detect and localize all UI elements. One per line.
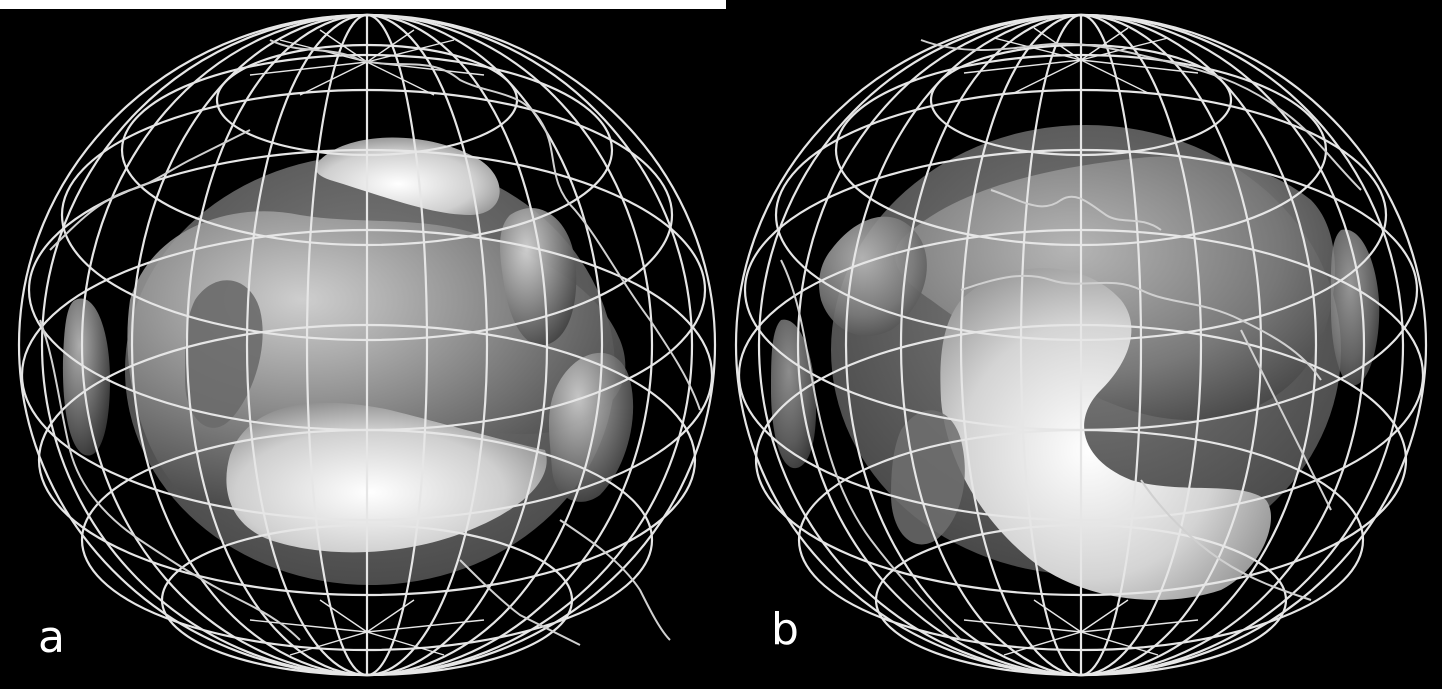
graticule-a <box>17 13 717 677</box>
top-border-strip <box>0 0 726 9</box>
graticule-b <box>734 13 1428 677</box>
globe-a <box>17 13 717 677</box>
coastlines-a <box>39 39 701 646</box>
panel-b: b <box>721 0 1442 689</box>
coastlines-b <box>780 39 1362 641</box>
panel-label-a: a <box>38 612 65 663</box>
panel-a: a <box>17 13 717 677</box>
slab-surfaces-b <box>771 125 1380 600</box>
globe-b <box>734 13 1428 677</box>
panel-label-b: b <box>771 604 799 655</box>
